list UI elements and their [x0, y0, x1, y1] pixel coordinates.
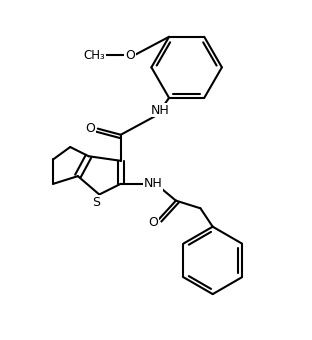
- Text: CH₃: CH₃: [84, 49, 105, 62]
- Text: O: O: [125, 49, 135, 62]
- Text: NH: NH: [144, 177, 162, 190]
- Text: O: O: [85, 122, 95, 135]
- Text: S: S: [92, 196, 100, 209]
- Text: NH: NH: [151, 104, 170, 117]
- Text: O: O: [148, 216, 158, 228]
